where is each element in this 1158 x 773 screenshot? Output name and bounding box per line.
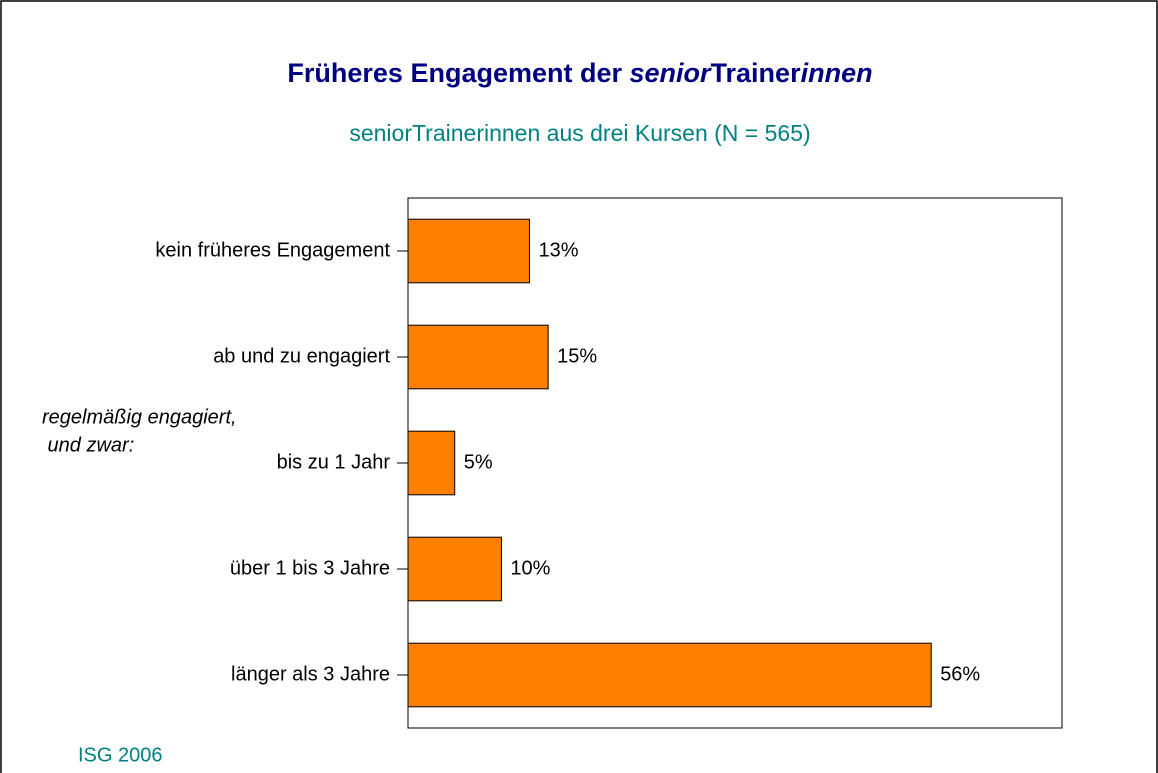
chart-title: Früheres Engagement der seniorTrainerinn… (287, 58, 872, 88)
data-label: 10% (510, 557, 550, 579)
y-tick-label: über 1 bis 3 Jahre (230, 557, 390, 579)
data-label: 5% (464, 451, 493, 473)
y-tick-label: kein früheres Engagement (155, 239, 390, 261)
data-label: 15% (557, 345, 597, 367)
data-label: 56% (940, 663, 980, 685)
y-tick-label: ab und zu engagiert (213, 345, 390, 367)
bar (407, 536, 502, 602)
data-label: 13% (538, 239, 578, 261)
chart-subtitle: seniorTrainerinnen aus drei Kursen (N = … (349, 120, 810, 146)
annotation: regelmäßig engagiert, (42, 406, 237, 428)
title-part: innen (801, 58, 873, 88)
bar (407, 430, 456, 496)
title-part: Trainer (711, 58, 802, 88)
y-tick-label: bis zu 1 Jahr (277, 451, 391, 473)
bar (407, 642, 932, 708)
annotation: und zwar: (42, 434, 134, 456)
title-part: senior (630, 58, 713, 88)
bar (407, 324, 549, 390)
source: ISG 2006 (78, 744, 163, 766)
bar (407, 218, 530, 284)
y-tick-label: länger als 3 Jahre (231, 663, 390, 685)
title-part: Früheres Engagement der (287, 58, 629, 88)
